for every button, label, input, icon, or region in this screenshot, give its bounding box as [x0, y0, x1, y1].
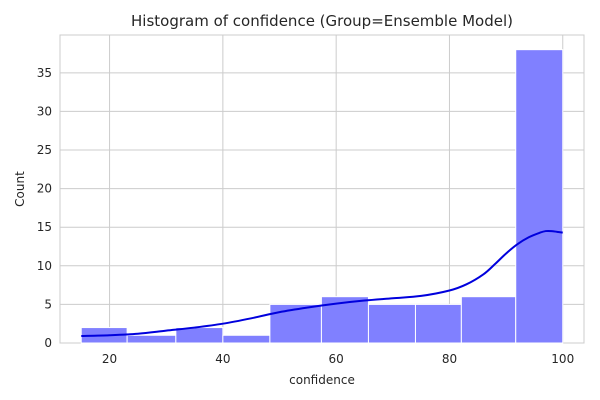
- histogram-bar: [460, 296, 517, 344]
- grid-lines: [59, 34, 585, 344]
- chart-title: Histogram of confidence (Group=Ensemble …: [131, 12, 513, 30]
- y-tick-label: 5: [44, 297, 52, 311]
- y-tick-label: 10: [37, 259, 52, 273]
- histogram-bar: [222, 334, 271, 344]
- histogram-bar: [367, 303, 416, 344]
- y-tick-label: 0: [44, 336, 52, 350]
- kde-curve: [81, 229, 563, 338]
- y-tick-labels: 0 5 10 15 20 25 30 35: [37, 66, 52, 350]
- x-tick-label: 60: [329, 352, 344, 366]
- x-tick-label: 40: [215, 352, 230, 366]
- y-axis-label: Count: [13, 171, 27, 207]
- histogram-bar: [126, 334, 177, 344]
- histogram-bar: [515, 49, 564, 344]
- x-tick-label: 80: [442, 352, 457, 366]
- x-tick-label: 100: [551, 352, 574, 366]
- y-tick-label: 20: [37, 182, 52, 196]
- y-tick-label: 15: [37, 220, 52, 234]
- x-tick-labels: 20 40 60 80 100: [102, 352, 574, 366]
- y-tick-label: 35: [37, 66, 52, 80]
- histogram-bar: [414, 303, 462, 344]
- x-axis-label: confidence: [289, 373, 355, 387]
- y-tick-label: 25: [37, 143, 52, 157]
- x-tick-label: 20: [102, 352, 117, 366]
- y-tick-label: 30: [37, 104, 52, 118]
